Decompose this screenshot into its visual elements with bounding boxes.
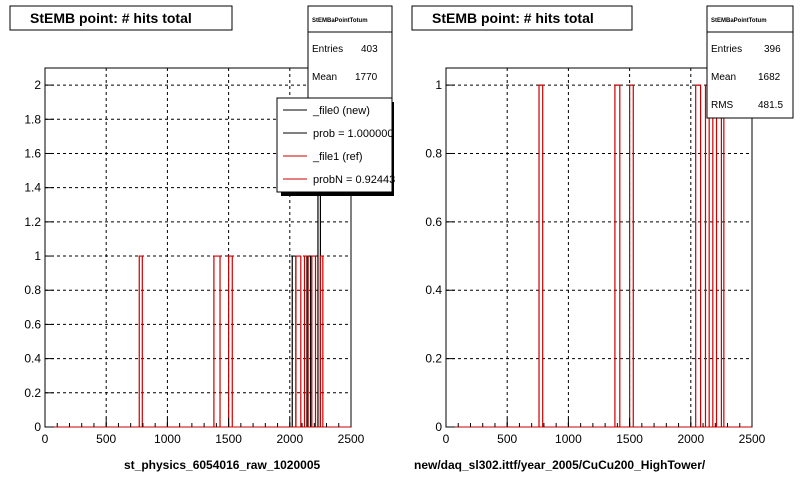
y-tick-label: 0.4 [425, 283, 442, 297]
y-tick-label: 0 [34, 420, 41, 434]
histogram-bin [538, 84, 544, 427]
y-tick-label: 1 [34, 249, 41, 263]
left-title: StEMB point: # hits total [30, 10, 192, 26]
x-tick-label: 1500 [215, 432, 242, 446]
x-tick-label: 1500 [616, 432, 643, 446]
y-tick-label: 1.8 [24, 112, 41, 126]
left-title-box [9, 5, 233, 31]
y-tick-label: 1.2 [24, 215, 41, 229]
left-stats-box: StEMBaPointTotum Entries 403 Mean 1770 [307, 5, 393, 99]
right-histogram-panel: StEMB point: # hits total 0 500 1000 1500 20… [411, 5, 794, 472]
right-x-axis-label: new/daq_sl302.ittf/year_2005/CuCu200_Hig… [414, 458, 706, 472]
x-tick-label: 500 [96, 432, 116, 446]
right-stats-entries-value: 396 [764, 44, 781, 55]
right-ticks: 0 500 1000 1500 2000 2500 0 0.2 0.4 0.6 0.8 1 [425, 78, 765, 446]
right-stats-mean-value: 1682 [758, 72, 781, 83]
right-stats-name: StEMBaPointTotum [711, 18, 767, 24]
histogram-bin [303, 255, 309, 427]
right-stats-rms-value: 481.5 [758, 100, 783, 111]
y-tick-label: 0.2 [24, 386, 41, 400]
right-stats-rms-label: RMS [711, 100, 734, 111]
x-tick-label: 0 [42, 432, 49, 446]
histogram-bin [295, 255, 302, 427]
x-tick-label: 2000 [677, 432, 704, 446]
x-tick-label: 500 [497, 432, 517, 446]
y-tick-label: 2 [34, 78, 41, 92]
left-stats-name: StEMBaPointTotum [312, 18, 368, 24]
histogram-bin [614, 84, 621, 427]
y-tick-label: 0.4 [24, 352, 41, 366]
x-tick-label: 2500 [338, 432, 365, 446]
legend-entry-probN: probN = 0.92443 [313, 174, 395, 186]
y-tick-label: 1 [435, 78, 442, 92]
histogram-bin [213, 255, 221, 427]
y-tick-label: 0.6 [24, 317, 41, 331]
histogram-bin [228, 255, 233, 427]
y-tick-label: 0.2 [425, 352, 442, 366]
histogram-bin [138, 255, 143, 427]
right-title-box [411, 5, 633, 31]
left-ticks: 0 500 1000 1500 2000 2500 0 0.2 0.4 0.6 0.8 1 1.2 1.4… [24, 78, 364, 446]
right-stats-mean-label: Mean [711, 72, 736, 83]
histogram-bin [319, 255, 324, 427]
right-stats-box: StEMBaPointTotum Entries 396 Mean 1682 R… [706, 5, 794, 119]
left-x-axis-label: st_physics_6054016_raw_1020005 [124, 458, 320, 472]
right-bars [446, 84, 752, 428]
left-bars [45, 84, 351, 428]
right-plot-frame [445, 67, 753, 428]
x-tick-label: 2500 [739, 432, 766, 446]
right-stats-entries-label: Entries [711, 44, 742, 55]
left-legend: _file0 (new) prob = 1.000000 _file1 (ref… [276, 97, 395, 196]
histogram-bin [695, 84, 702, 427]
x-tick-label: 2000 [276, 432, 303, 446]
x-tick-label: 1000 [555, 432, 582, 446]
legend-entry-prob: prob = 1.000000 [313, 128, 393, 140]
left-stats-mean-label: Mean [312, 72, 337, 83]
left-stats-mean-value: 1770 [355, 72, 378, 83]
x-tick-label: 1000 [154, 432, 181, 446]
left-histogram-panel: StEMB point: # hits total 0 500 1000 1500 20… [9, 5, 395, 472]
left-stats-entries-label: Entries [312, 44, 343, 55]
y-tick-label: 1.4 [24, 181, 41, 195]
y-tick-label: 0.8 [24, 283, 41, 297]
y-tick-label: 0.6 [425, 215, 442, 229]
y-tick-label: 1.6 [24, 146, 41, 160]
histogram-bin [311, 255, 317, 427]
right-title: StEMB point: # hits total [432, 10, 594, 26]
histogram-bin [306, 255, 312, 427]
histogram-bin [629, 84, 634, 427]
y-tick-label: 0 [435, 420, 442, 434]
x-tick-label: 0 [443, 432, 450, 446]
legend-entry-ref: _file1 (ref) [312, 151, 363, 163]
legend-entry-new: _file0 (new) [312, 105, 370, 117]
left-stats-entries-value: 403 [361, 44, 378, 55]
y-tick-label: 0.8 [425, 146, 442, 160]
